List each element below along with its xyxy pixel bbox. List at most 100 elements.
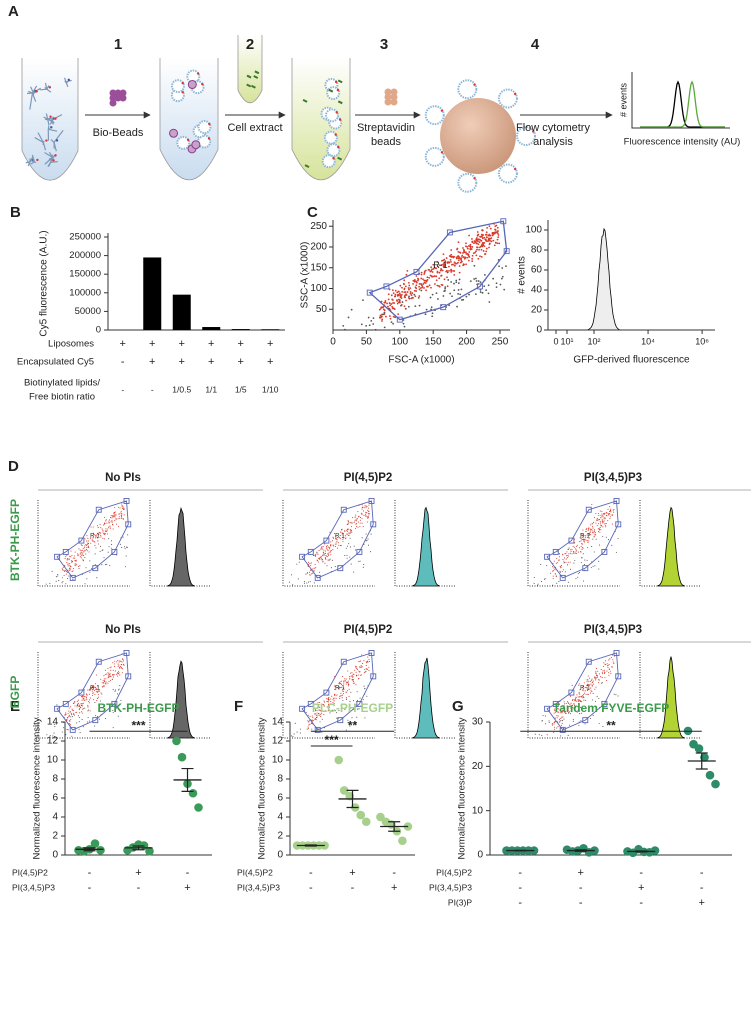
gate-handle [366,289,373,296]
event-dot [556,717,558,719]
event-dot [314,713,316,715]
event-dot [303,582,305,584]
event-dot [584,692,586,694]
event-dot [562,707,565,709]
label: Flow cytometry [516,122,590,134]
event-dot [480,255,483,258]
event-dot [370,533,372,535]
event-dot [341,694,343,696]
event-dot [359,516,361,519]
y-tick-label: 10 [47,755,59,766]
event-dot [325,545,327,547]
event-dot [612,511,615,513]
event-dot [566,555,568,557]
event-dot [315,709,317,711]
x-tick-label: 10² [588,336,601,346]
event-dot [602,665,605,667]
event-dot [103,522,106,524]
event-dot [430,275,433,278]
event-dot [69,555,71,557]
event-dot [54,725,56,727]
event-dot [95,547,97,549]
event-dot [462,298,465,301]
event-dot [415,280,418,283]
event-dot [581,695,584,697]
event-dot [338,686,340,688]
event-dot [617,695,619,697]
event-dot [107,528,109,530]
event-dot [494,232,496,235]
event-dot [414,286,417,289]
bar [172,294,191,330]
liposome [326,86,341,101]
event-dot [346,530,348,532]
event-dot [431,315,434,318]
event-dot [347,685,349,687]
event-dot [480,244,483,247]
event-dot [581,689,584,691]
event-dot [81,703,83,705]
step-number: 1 [114,36,122,53]
event-dot [590,679,592,681]
event-dot [581,533,583,535]
event-dot [341,686,343,688]
event-dot [109,526,111,528]
event-dot [476,248,478,251]
event-dot [485,250,488,253]
event-dot [402,319,405,321]
event-dot [591,523,593,525]
event-dot [481,229,484,232]
event-dot [316,559,318,561]
column-header: No PIs [105,472,141,484]
event-dot [378,308,381,311]
condition-cell: + [638,882,644,894]
event-dot [315,553,317,555]
event-dot [599,531,601,533]
event-dot [126,546,128,548]
grape [109,99,117,107]
event-dot [449,292,452,295]
event-dot [436,260,439,263]
event-dot [394,289,397,292]
event-dot [307,721,310,723]
event-dot [426,285,429,288]
event-dot [598,560,600,562]
event-dot [322,553,324,555]
event-dot [600,676,602,678]
gate-handle [314,726,321,733]
event-dot [564,711,566,713]
event-dot [89,710,91,712]
event-dot [451,255,453,258]
liposome-dot [440,151,444,154]
y-tick-label: 30 [472,717,484,728]
event-dot [116,672,118,674]
y-tick-label: 250000 [69,232,101,243]
event-dot [55,576,57,578]
gate-handle [62,700,69,707]
event-dot [87,710,89,712]
event-dot [329,703,331,705]
event-dot [442,263,445,266]
event-dot [474,293,477,296]
event-dot [608,514,610,516]
event-dot [422,283,425,285]
event-dot [67,578,69,580]
event-dot [406,269,409,272]
event-dot [364,687,366,690]
event-dot [482,234,485,236]
event-dot [334,566,336,568]
event-dot [351,675,353,677]
event-dot [82,702,84,704]
event-dot [568,548,570,550]
event-dot [591,545,593,548]
event-dot [368,510,370,512]
event-dot [317,712,320,715]
axes [37,500,130,587]
event-dot [426,279,429,281]
event-dot [468,251,471,253]
panel-letter: E [10,698,20,715]
event-dot [604,517,606,519]
condition-label: PI(3,4,5)P3 [429,882,472,892]
event-dot [121,661,123,663]
event-dot [348,695,350,697]
